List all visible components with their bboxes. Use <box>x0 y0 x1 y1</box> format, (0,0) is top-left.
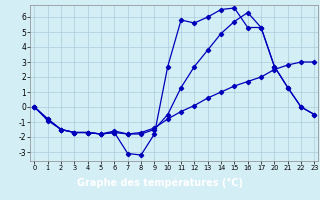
Text: Graphe des températures (°C): Graphe des températures (°C) <box>77 177 243 188</box>
